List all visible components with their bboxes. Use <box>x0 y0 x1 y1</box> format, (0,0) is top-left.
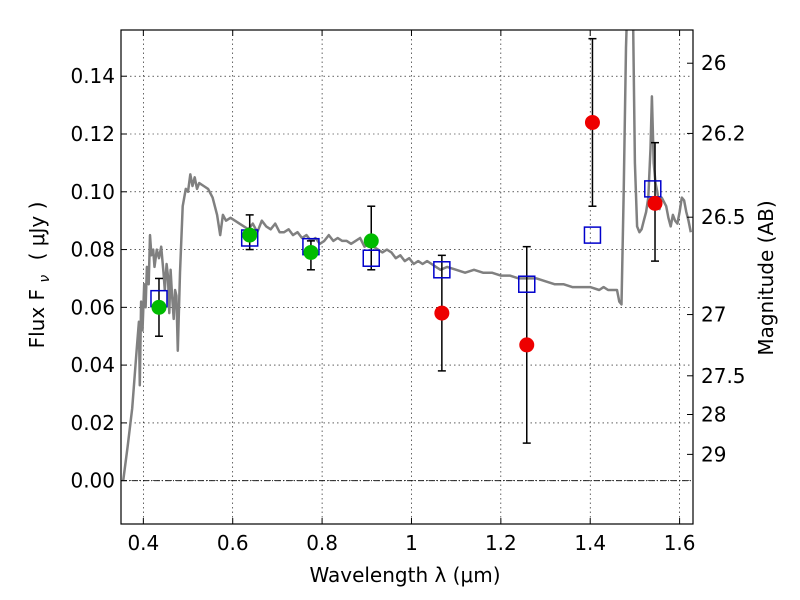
right-axis-tick-label: 27.5 <box>701 364 746 388</box>
right-axis-title: Magnitude (AB) <box>754 200 778 355</box>
plot-frame <box>120 29 694 525</box>
axis-ticks: 0.4 0.6 0.8 1 1.2 1.4 1.6 0.00 0.02 0.04 0.06 0.08 0… <box>70 30 746 555</box>
model-photometry-square <box>362 249 380 267</box>
observed-point-green <box>363 233 379 249</box>
x-tick-label: 1.2 <box>485 531 517 555</box>
x-tick-label: 0.8 <box>306 531 338 555</box>
y-axis-title-subscript: ν <box>37 275 53 283</box>
y-tick-label: 0.06 <box>70 295 115 319</box>
right-axis-tick-label: 29 <box>701 442 726 466</box>
model-photometry-square <box>583 226 602 244</box>
y-axis-title: Flux F ν ( μJy ) <box>25 202 54 349</box>
y-tick-label: 0.04 <box>70 353 115 377</box>
x-tick-label: 0.6 <box>217 531 249 555</box>
model-photometry-square <box>518 275 536 293</box>
observed-point-red <box>647 195 663 211</box>
x-tick-label: 1.4 <box>574 531 606 555</box>
observed-point-green <box>303 244 319 260</box>
right-axis-tick-label: 27 <box>701 303 726 327</box>
y-tick-label: 0.00 <box>70 469 115 493</box>
model-photometry-square <box>433 261 451 279</box>
model-spectrum-line <box>121 30 693 481</box>
right-axis-tick-label: 26.5 <box>701 205 746 229</box>
right-axis-tick-label: 28 <box>701 403 726 427</box>
x-tick-label: 0.4 <box>127 531 159 555</box>
observed-point-green <box>151 299 167 315</box>
x-axis-title: Wavelength λ (μm) <box>309 563 500 587</box>
y-tick-label: 0.02 <box>70 411 115 435</box>
x-tick-label: 1.6 <box>664 531 696 555</box>
x-tick-label: 1 <box>405 531 418 555</box>
y-axis-title-main: Flux F <box>25 289 49 348</box>
right-axis-tick-label: 26.2 <box>701 121 746 145</box>
y-tick-label: 0.14 <box>70 64 115 88</box>
observed-point-green <box>242 227 258 243</box>
series-layer <box>121 30 693 481</box>
y-axis-title-unit: ( μJy ) <box>25 202 49 261</box>
observed-point-red <box>519 337 535 353</box>
observed-point-red <box>584 114 600 130</box>
right-axis-tick-label: 26 <box>701 51 726 75</box>
y-tick-label: 0.12 <box>70 122 115 146</box>
marker-layer <box>150 37 663 444</box>
y-tick-label: 0.08 <box>70 238 115 262</box>
y-tick-label: 0.10 <box>70 180 115 204</box>
observed-point-red <box>434 305 450 321</box>
grid <box>121 30 693 524</box>
